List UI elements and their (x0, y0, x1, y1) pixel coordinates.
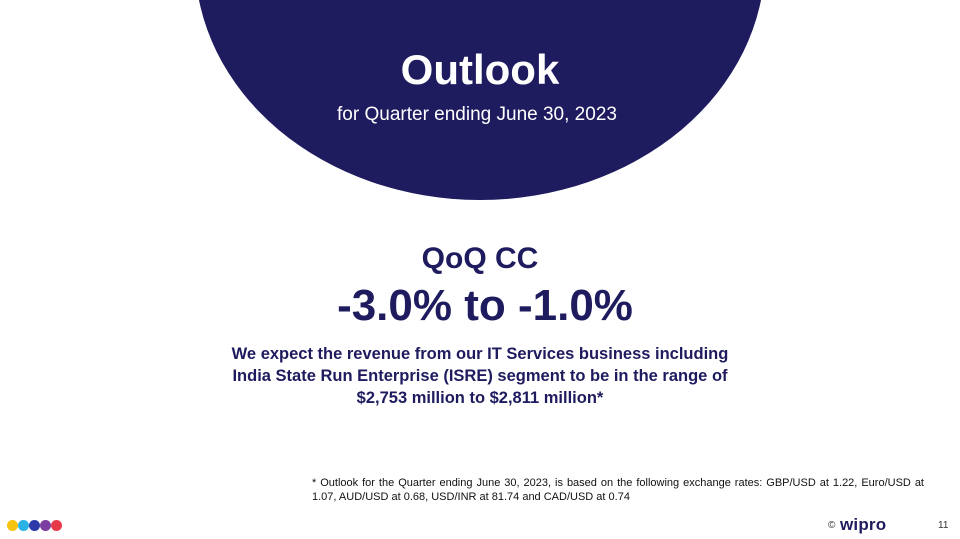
metric-value: -3.0% to -1.0% (337, 281, 633, 330)
copyright-symbol: © (828, 520, 836, 531)
page-number: 11 (938, 520, 949, 531)
slide-subtitle: for Quarter ending June 30, 2023 (337, 104, 617, 125)
footnote: * Outlook for the Quarter ending June 30… (312, 477, 924, 503)
brand-dot-purple (40, 520, 51, 531)
brand-dot-blue (29, 520, 40, 531)
brand-dot-yellow (7, 520, 18, 531)
header-circle-background (195, 0, 765, 200)
brand-dot-red (51, 520, 62, 531)
slide-title: Outlook (400, 46, 560, 93)
metric-label: QoQ CC (421, 242, 539, 275)
outlook-description: We expect the revenue from our IT Servic… (231, 345, 729, 407)
brand-dot-cyan (18, 520, 29, 531)
wipro-logo: wipro (840, 515, 887, 534)
